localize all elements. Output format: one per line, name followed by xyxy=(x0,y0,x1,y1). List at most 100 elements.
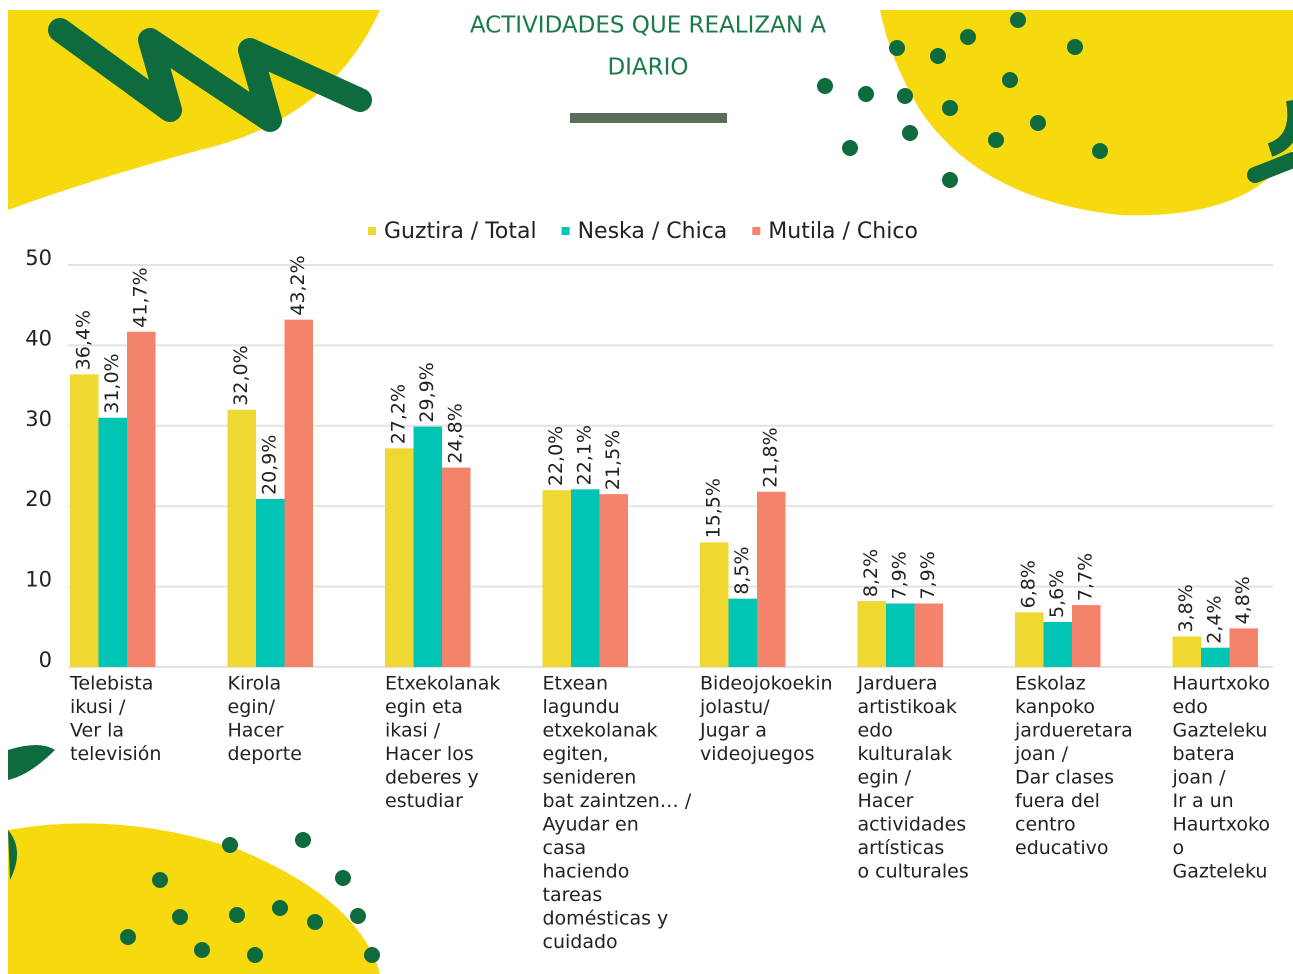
x-tick-label: o culturales xyxy=(858,861,969,883)
x-tick-label: kanpoko xyxy=(1015,696,1095,718)
x-tick-label: casa xyxy=(543,837,587,859)
x-tick-label: etxekolanak xyxy=(543,720,658,742)
x-tick-label: artísticas xyxy=(858,837,945,859)
bar xyxy=(1044,622,1073,667)
y-tick-label: 50 xyxy=(25,246,52,270)
bar xyxy=(1201,648,1230,667)
value-label: 22,1% xyxy=(574,425,596,485)
x-tick-label: videojuegos xyxy=(700,743,815,765)
chart-title: ACTIVIDADES QUE REALIZAN A xyxy=(470,13,827,39)
bar xyxy=(915,603,944,667)
x-tick-label: edo xyxy=(858,720,893,742)
x-tick-label: egin eta xyxy=(385,696,463,718)
bar xyxy=(757,492,786,667)
x-tick-label: joan / xyxy=(1172,767,1227,789)
x-tick-label: Hacer los xyxy=(385,743,474,765)
x-tick-label: televisión xyxy=(70,743,161,765)
x-tick-label: Ver la xyxy=(70,720,124,742)
x-tick-label: Bideojokoekin xyxy=(700,673,833,695)
x-tick-label: ikasi / xyxy=(385,720,441,742)
bar xyxy=(285,320,314,667)
x-tick-label: o xyxy=(1173,837,1185,859)
x-tick-label: Haurtxoko xyxy=(1173,673,1270,695)
x-tick-label: Haurtxoko xyxy=(1173,814,1270,836)
x-tick-label: deporte xyxy=(228,743,302,765)
x-tick-label: lagundu xyxy=(543,696,620,718)
decoration xyxy=(8,10,1293,974)
x-tick-label: Jugar a xyxy=(699,720,767,742)
x-tick-label: tareas xyxy=(543,884,603,906)
bar xyxy=(571,489,600,667)
bar xyxy=(256,499,285,667)
x-tick-label: jardueretara xyxy=(1014,720,1133,742)
bar xyxy=(600,494,629,667)
x-tick-label: Hacer xyxy=(228,720,284,742)
legend-swatch xyxy=(562,227,570,235)
value-label: 8,5% xyxy=(731,546,753,594)
legend-label: Mutila / Chico xyxy=(768,219,918,244)
legend-swatch xyxy=(368,227,376,235)
x-tick-label: Etxekolanak xyxy=(385,673,500,695)
x-tick-label: cuidado xyxy=(543,931,618,953)
chart-title: DIARIO xyxy=(607,55,688,81)
value-label: 43,2% xyxy=(287,255,309,315)
title: ACTIVIDADES QUE REALIZAN A DIARIO xyxy=(470,13,827,81)
x-tick-label: haciendo xyxy=(543,861,630,883)
value-label: 21,5% xyxy=(602,430,624,490)
x-tick-label: centro xyxy=(1015,814,1076,836)
bar xyxy=(99,418,128,667)
legend-label: Neska / Chica xyxy=(578,219,728,244)
value-label: 21,8% xyxy=(760,427,782,487)
value-label: 5,6% xyxy=(1046,570,1068,618)
x-tick-label: joan / xyxy=(1014,743,1069,765)
bar xyxy=(442,468,471,667)
x-tick-label: bat zaintzen… / xyxy=(543,790,692,812)
x-tick-label: ikusi / xyxy=(70,696,126,718)
x-tick-label: Gazteleku xyxy=(1173,861,1268,883)
x-tick-label: deberes y xyxy=(385,767,479,789)
value-label: 31,0% xyxy=(101,353,123,413)
x-tick-label: Telebista xyxy=(69,673,153,695)
bar xyxy=(729,599,758,667)
x-tick-label: Kirola xyxy=(228,673,282,695)
bar xyxy=(1173,636,1202,667)
x-tick-label: kulturalak xyxy=(858,743,953,765)
value-label: 27,2% xyxy=(388,384,410,444)
x-tick-label: educativo xyxy=(1015,837,1108,859)
x-tick-label: Jarduera xyxy=(857,673,938,695)
value-label: 2,4% xyxy=(1204,595,1226,643)
value-label: 3,8% xyxy=(1175,584,1197,632)
x-tick-label: Ir a un xyxy=(1173,790,1234,812)
x-tick-label: egiten, xyxy=(543,743,609,765)
y-tick-label: 10 xyxy=(25,568,52,592)
x-tick-label: jolastu/ xyxy=(699,696,770,718)
bar xyxy=(228,410,257,667)
value-label: 7,9% xyxy=(917,551,939,599)
bar xyxy=(543,490,572,667)
value-label: 15,5% xyxy=(703,478,725,538)
x-tick-label: Ayudar en xyxy=(543,814,639,836)
legend-label: Guztira / Total xyxy=(384,219,537,244)
x-tick-label: fuera del xyxy=(1015,790,1100,812)
value-label: 4,8% xyxy=(1232,576,1254,624)
x-tick-label: Hacer xyxy=(858,790,914,812)
bar xyxy=(1072,605,1101,667)
legend-swatch xyxy=(752,227,760,235)
value-label: 36,4% xyxy=(73,310,95,370)
value-label: 7,9% xyxy=(889,551,911,599)
x-tick-label: Gazteleku xyxy=(1173,720,1268,742)
y-tick-label: 30 xyxy=(25,407,52,431)
x-tick-label: edo xyxy=(1173,696,1208,718)
y-tick-label: 0 xyxy=(39,648,52,672)
value-label: 7,7% xyxy=(1075,553,1097,601)
x-tick-label: estudiar xyxy=(385,790,463,812)
x-tick-label: Dar clases xyxy=(1015,767,1114,789)
value-label: 24,8% xyxy=(445,403,467,463)
value-label: 22,0% xyxy=(545,426,567,486)
y-tick-label: 20 xyxy=(25,487,52,511)
x-tick-label: egin / xyxy=(858,767,912,789)
value-label: 32,0% xyxy=(230,345,252,405)
bar xyxy=(700,542,729,667)
value-label: 20,9% xyxy=(259,435,281,495)
bar xyxy=(858,601,887,667)
